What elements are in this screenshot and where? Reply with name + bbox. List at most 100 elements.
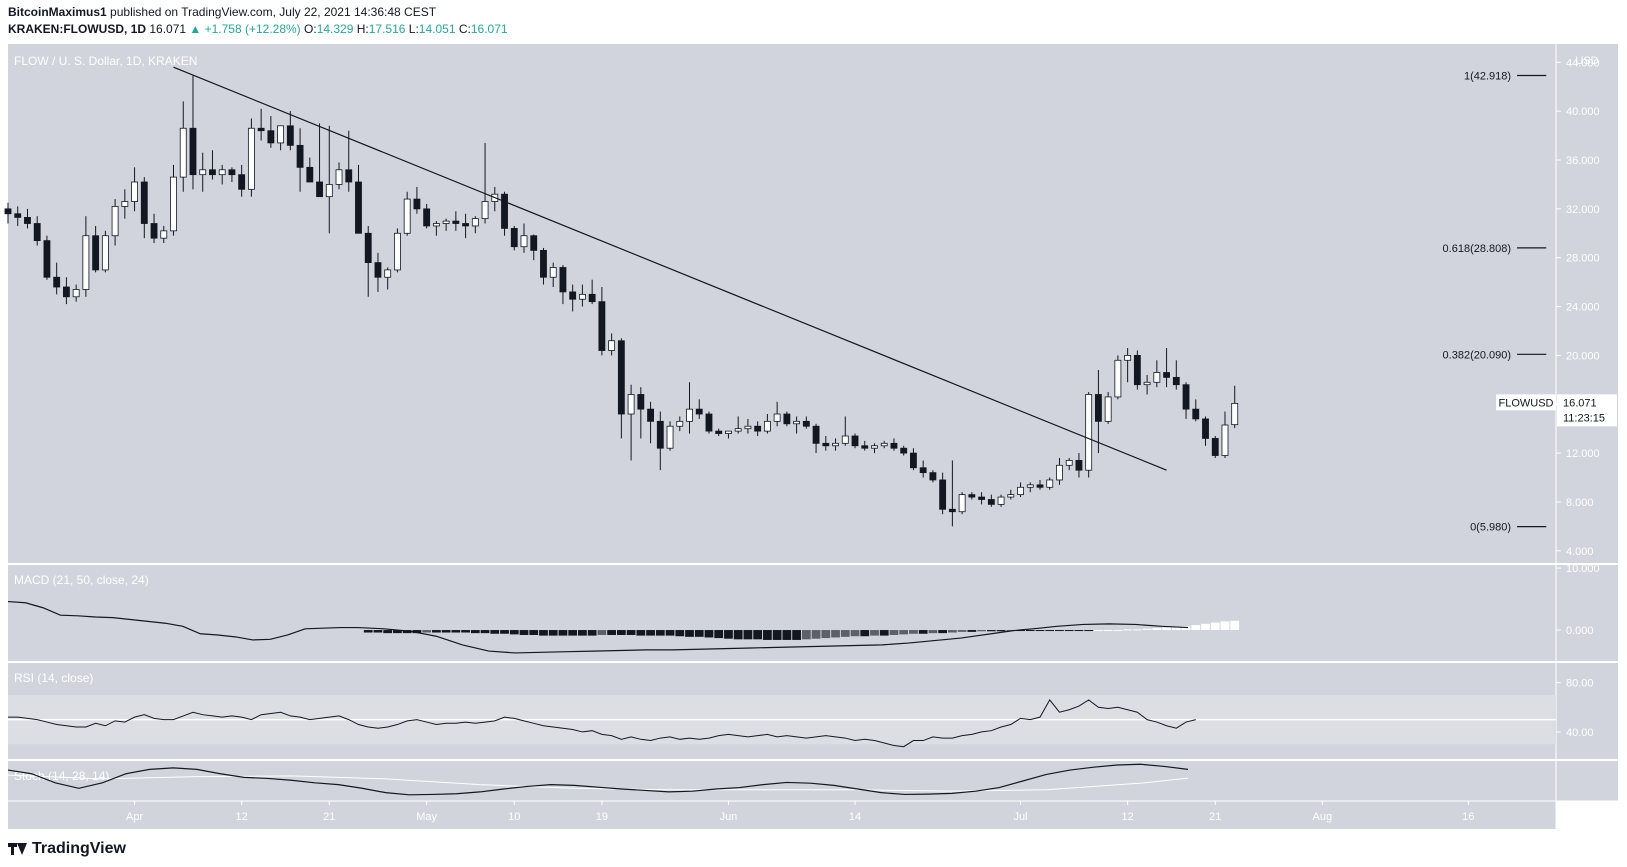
macd-hist-bar	[1084, 630, 1094, 632]
candle-down	[1163, 372, 1170, 378]
macd-tick-label: 10.000	[1566, 563, 1600, 575]
macd-hist-bar	[539, 630, 548, 636]
close-label: C:	[458, 22, 471, 36]
time-axis-ticks: Apr 12 21 May 10 19 Jun 14 Jul 12 21 Aug 16	[126, 801, 1475, 823]
candle-down	[919, 467, 927, 474]
candle-up	[627, 394, 635, 415]
descending-trendline	[173, 66, 1167, 471]
macd-hist-bar	[587, 630, 597, 636]
candle-down	[24, 217, 31, 224]
macd-hist-bar	[480, 630, 490, 634]
time-tick-label: 21	[1209, 811, 1221, 823]
macd-hist-bar	[431, 630, 441, 633]
candle-down	[33, 223, 41, 242]
low-value: 14.051	[418, 22, 456, 36]
macd-hist-bar	[840, 630, 850, 637]
candle-down	[948, 508, 956, 513]
macd-hist-bar	[509, 630, 519, 635]
macd-hist-bar	[1055, 630, 1064, 632]
candle-up	[793, 420, 801, 425]
candle-down	[929, 472, 937, 481]
candle-down	[822, 442, 830, 447]
candle-down	[374, 262, 382, 278]
macd-hist-bar	[607, 630, 617, 635]
macd-title: MACD (21, 50, close, 24)	[14, 573, 149, 587]
fib-layer[interactable]: 1(42.918) 0.618(28.808) 0.382(20.090) 0(5.9…	[1443, 71, 1547, 534]
candle-down	[452, 220, 460, 224]
price-tick-label: 20.000	[1566, 350, 1600, 362]
rsi-band-layer	[8, 695, 1556, 745]
candle-up	[160, 230, 168, 239]
candle-up	[1085, 394, 1093, 471]
price-axis-ticks: 44.000 40.000 36.000 32.000 28.000 24.000 20.0…	[1556, 57, 1600, 558]
rsi-line	[8, 699, 1196, 748]
candle-down	[501, 193, 508, 229]
rsi-tick-label: 80.00	[1566, 678, 1594, 690]
publish-line: BitcoinMaximus1 published on TradingView…	[8, 4, 1608, 21]
macd-hist-bar	[500, 630, 509, 634]
price-pane[interactable]	[8, 44, 1556, 563]
macd-hist-bar	[412, 630, 422, 634]
time-axis[interactable]	[8, 801, 1556, 829]
macd-hist-bar	[451, 630, 461, 633]
macd-hist-bar	[1094, 630, 1103, 632]
macd-hist-bar	[743, 630, 753, 640]
chart-header: BitcoinMaximus1 published on TradingView…	[8, 4, 1608, 40]
macd-hist-bar	[578, 630, 587, 636]
candle-up	[734, 428, 742, 432]
candle-down	[1211, 438, 1219, 456]
candle-down	[364, 232, 372, 263]
publisher-name[interactable]: BitcoinMaximus1	[8, 5, 107, 19]
macd-hist-bar	[1132, 629, 1142, 631]
candle-down	[43, 240, 51, 278]
macd-hist-bar	[792, 630, 801, 640]
time-tick-label: May	[416, 811, 437, 823]
candle-down	[510, 227, 518, 248]
tradingview-logo-icon	[8, 843, 27, 855]
candle-down	[1182, 384, 1190, 410]
macd-hist-bar	[675, 630, 685, 637]
price-tick-label: 12.000	[1566, 448, 1600, 460]
candle-down	[4, 208, 12, 215]
fib-level-label: 0.382(20.090)	[1443, 349, 1512, 361]
candle-down	[423, 208, 431, 227]
macd-hist-bar	[383, 630, 393, 634]
candle-up	[676, 420, 684, 427]
candle-up	[1017, 486, 1024, 496]
macd-hist-bar	[655, 630, 665, 636]
price-tick-label: 36.000	[1566, 155, 1600, 167]
candle-down	[53, 276, 61, 288]
candle-down	[14, 213, 22, 218]
macd-hist-bar	[986, 630, 996, 632]
macd-hist-bar	[373, 630, 383, 633]
candle-down	[1075, 460, 1083, 471]
tradingview-logo[interactable]: TradingView	[8, 840, 126, 858]
macd-hist-bar	[490, 630, 500, 634]
macd-hist-bar	[1210, 622, 1220, 631]
macd-hist-bar	[831, 630, 840, 638]
candle-up	[725, 430, 732, 434]
candle-up	[958, 494, 966, 513]
price-tick-label: 32.000	[1566, 204, 1600, 216]
price-tick-label: 40.000	[1566, 106, 1600, 118]
candle-down	[968, 494, 976, 498]
stoch-k-line	[7, 763, 1189, 796]
stoch-pane[interactable]	[8, 761, 1556, 801]
candle-down	[1094, 394, 1102, 422]
macd-hist-bar	[568, 630, 578, 636]
candle-down	[296, 144, 304, 168]
macd-hist-bar	[1181, 626, 1191, 631]
candle-down	[238, 174, 246, 190]
trendline-layer[interactable]	[173, 66, 1167, 471]
candle-up	[871, 445, 878, 449]
candle-down	[92, 235, 100, 271]
macd-hist-bar	[441, 630, 451, 633]
macd-hist-bar	[665, 630, 675, 636]
macd-hist-bar	[860, 630, 870, 637]
candle-down	[900, 447, 908, 454]
macd-pane[interactable]	[8, 565, 1556, 661]
candle-up	[686, 408, 693, 422]
time-tick-label: 10	[508, 811, 520, 823]
candle-up	[101, 235, 109, 271]
